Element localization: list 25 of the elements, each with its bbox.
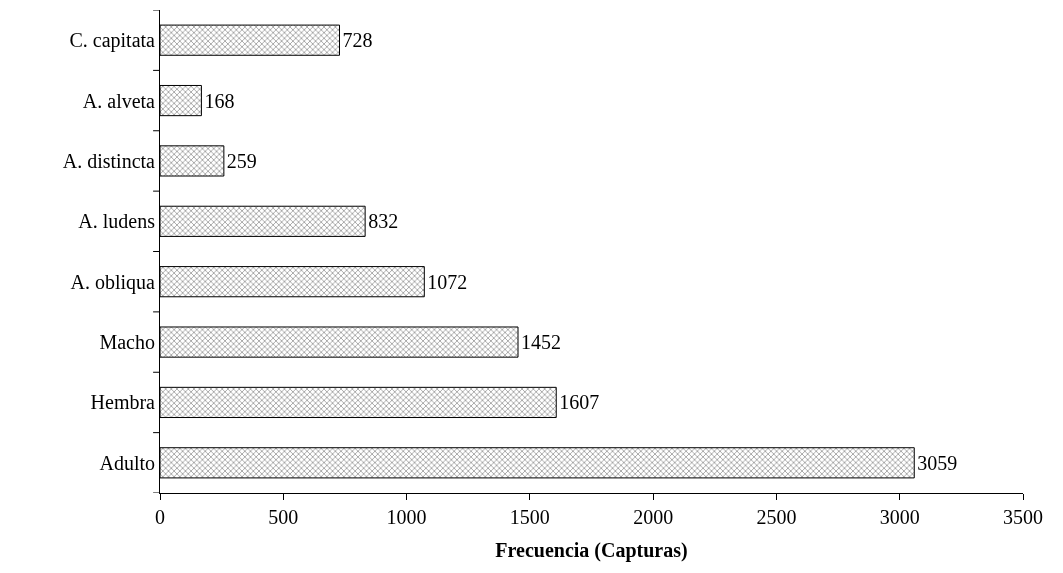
x-tick-label: 0: [155, 506, 165, 528]
data-label: 728: [342, 29, 373, 52]
y-tick-label: A. ludens: [78, 210, 156, 233]
y-tick-label: C. capitata: [69, 29, 156, 53]
y-tick-label: Macho: [99, 331, 155, 354]
x-tick-label: 3500: [1003, 506, 1043, 528]
data-label: 1072: [427, 270, 468, 293]
data-label: 832: [368, 210, 399, 233]
x-axis-title: Frecuencia (Capturas): [495, 538, 688, 562]
y-tick-label: A. obliqua: [70, 270, 156, 294]
y-tick-label: Adulto: [99, 451, 155, 474]
x-tick-label: 2000: [633, 506, 674, 528]
data-label: 3059: [917, 451, 958, 474]
x-tick-label: 500: [268, 506, 299, 528]
y-tick-label: Hembra: [90, 391, 156, 414]
y-tick-label: A. alveta: [82, 89, 156, 112]
x-tick-label: 2500: [756, 506, 797, 528]
data-label: 1607: [559, 391, 600, 414]
data-label: 1452: [521, 331, 562, 354]
x-tick-label: 1500: [509, 506, 550, 528]
x-tick-label: 3000: [879, 506, 920, 528]
data-label: 259: [226, 149, 257, 172]
data-label: 168: [204, 89, 235, 112]
x-tick-label: 1000: [386, 506, 427, 528]
y-tick-label: A. distincta: [62, 149, 156, 172]
